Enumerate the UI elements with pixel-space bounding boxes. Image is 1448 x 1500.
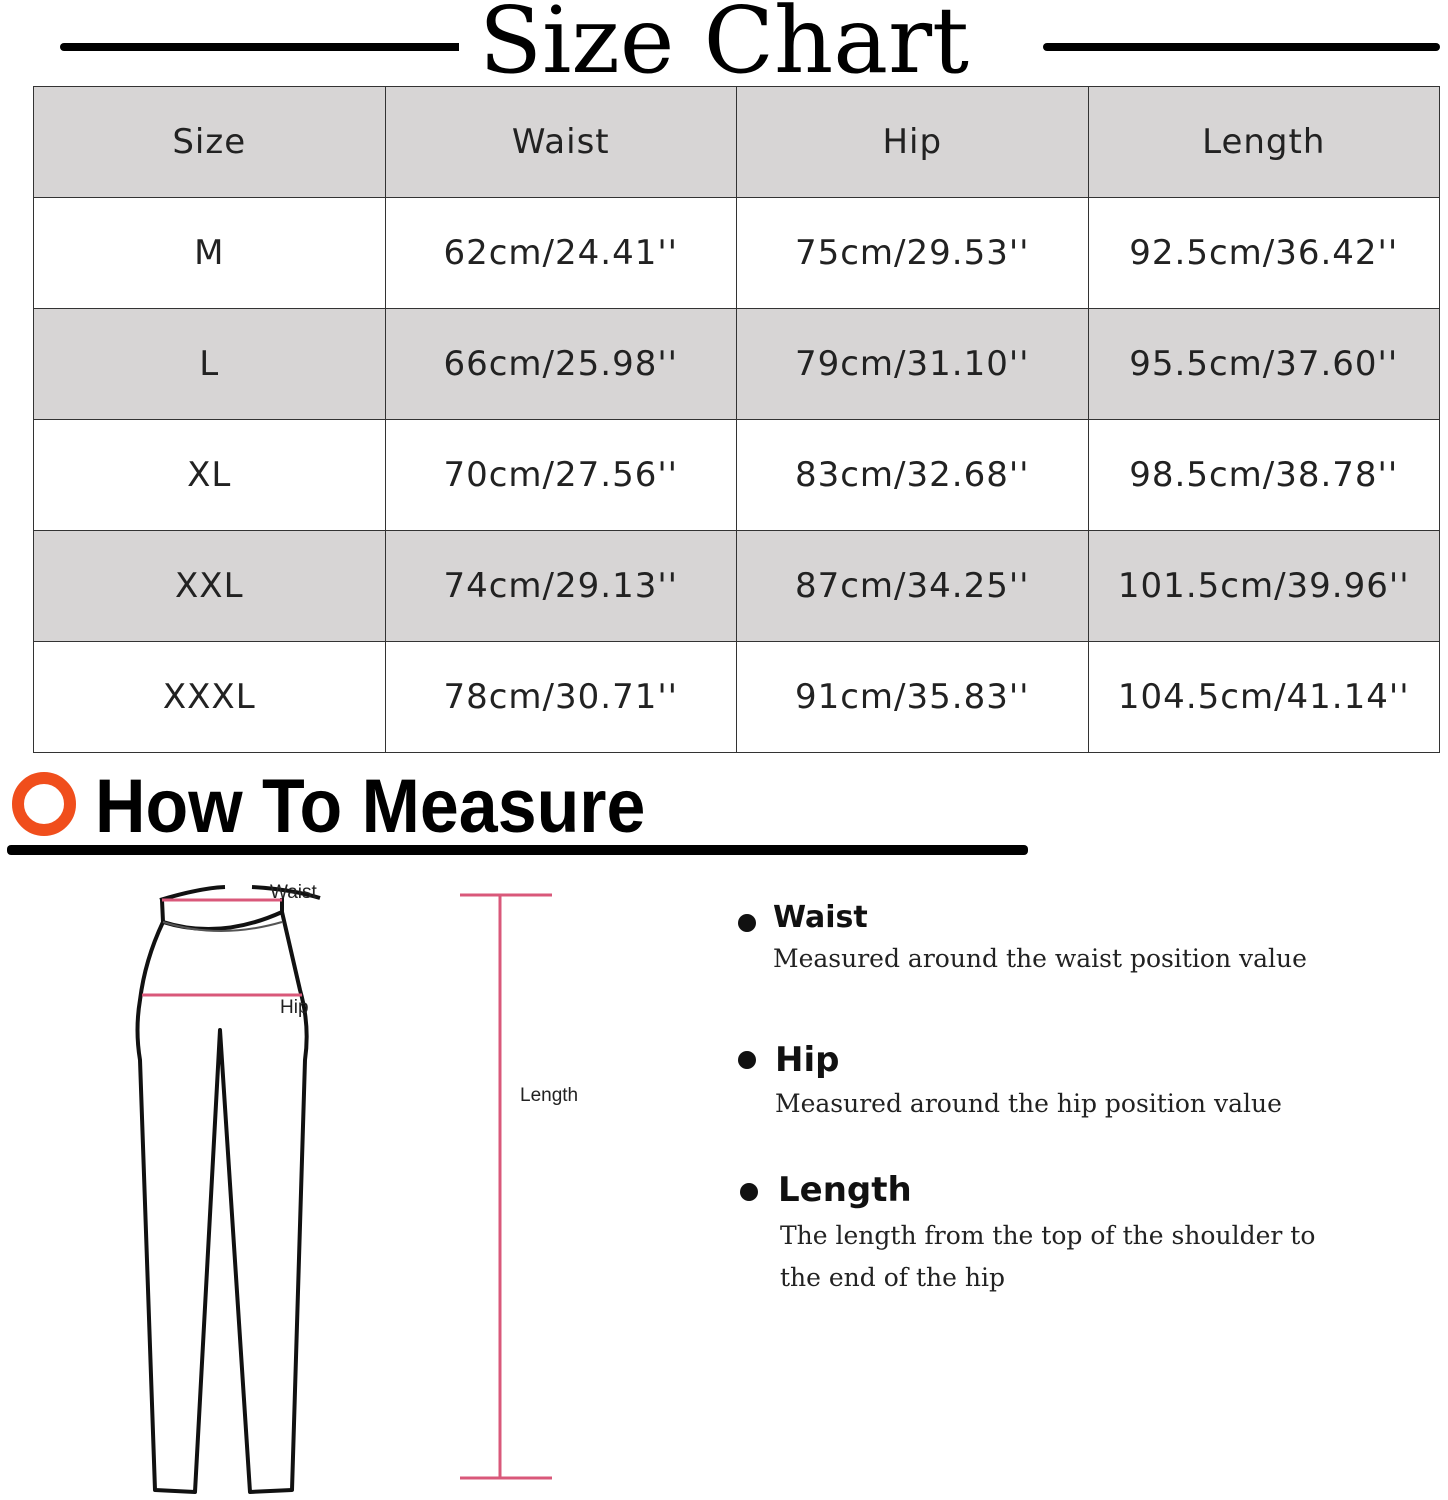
header-cell: Length xyxy=(1087,86,1440,198)
table-cell: 75cm/29.53'' xyxy=(736,197,1089,309)
table-cell: XXXL xyxy=(33,641,386,753)
page-title: Size Chart xyxy=(0,0,1448,96)
size-table: Size Waist Hip Length M 62cm/24.41'' 75c… xyxy=(33,86,1440,753)
table-cell: 87cm/34.25'' xyxy=(736,530,1089,642)
table-cell: 98.5cm/38.78'' xyxy=(1087,419,1440,531)
table-row: M 62cm/24.41'' 75cm/29.53'' 92.5cm/36.42… xyxy=(33,197,1440,309)
measure-item-label: Length xyxy=(778,1170,912,1210)
header-cell: Waist xyxy=(384,86,737,198)
table-cell: M xyxy=(33,197,386,309)
title-rule-right xyxy=(1043,43,1440,51)
title-rule-left xyxy=(60,43,472,51)
table-cell: 74cm/29.13'' xyxy=(384,530,737,642)
diagram-label-waist: Waist xyxy=(270,882,317,903)
table-row: XXL 74cm/29.13'' 87cm/34.25'' 101.5cm/39… xyxy=(33,530,1440,642)
table-cell: 104.5cm/41.14'' xyxy=(1087,641,1440,753)
measure-item-desc: the end of the hip xyxy=(780,1263,1005,1292)
bullet-icon xyxy=(738,1051,756,1069)
table-cell: XL xyxy=(33,419,386,531)
table-row: XL 70cm/27.56'' 83cm/32.68'' 98.5cm/38.7… xyxy=(33,419,1440,531)
circle-icon xyxy=(12,772,76,836)
bullet-icon xyxy=(740,1183,758,1201)
pants-outline xyxy=(135,911,309,1494)
diagram-label-hip: Hip xyxy=(280,997,309,1018)
measure-item-label: Hip xyxy=(775,1040,840,1080)
header-cell: Size xyxy=(33,86,386,198)
table-cell: 66cm/25.98'' xyxy=(384,308,737,420)
table-cell: 78cm/30.71'' xyxy=(384,641,737,753)
table-cell: L xyxy=(33,308,386,420)
measure-item-desc: Measured around the waist position value xyxy=(773,944,1307,973)
table-cell: 95.5cm/37.60'' xyxy=(1087,308,1440,420)
table-row: L 66cm/25.98'' 79cm/31.10'' 95.5cm/37.60… xyxy=(33,308,1440,420)
pants-diagram xyxy=(135,885,552,1494)
diagram-label-length: Length xyxy=(520,1085,579,1106)
measure-item-desc: The length from the top of the shoulder … xyxy=(780,1221,1316,1250)
measure-item-desc: Measured around the hip position value xyxy=(775,1089,1282,1118)
table-cell: 62cm/24.41'' xyxy=(384,197,737,309)
header-cell: Hip xyxy=(736,86,1089,198)
table-cell: 91cm/35.83'' xyxy=(736,641,1089,753)
table-cell: 101.5cm/39.96'' xyxy=(1087,530,1440,642)
table-cell: 92.5cm/36.42'' xyxy=(1087,197,1440,309)
table-cell: 79cm/31.10'' xyxy=(736,308,1089,420)
table-row: XXXL 78cm/30.71'' 91cm/35.83'' 104.5cm/4… xyxy=(33,641,1440,753)
waist-arc xyxy=(159,885,321,902)
table-cell: 83cm/32.68'' xyxy=(736,419,1089,531)
waistband xyxy=(160,898,284,932)
heading-rule xyxy=(7,845,1028,855)
table-cell: XXL xyxy=(33,530,386,642)
table-header-row: Size Waist Hip Length xyxy=(33,86,1440,198)
bullet-icon xyxy=(738,914,756,932)
table-cell: 70cm/27.56'' xyxy=(384,419,737,531)
measure-item-label: Waist xyxy=(773,900,868,935)
how-to-measure-heading: How To Measure xyxy=(95,764,646,849)
